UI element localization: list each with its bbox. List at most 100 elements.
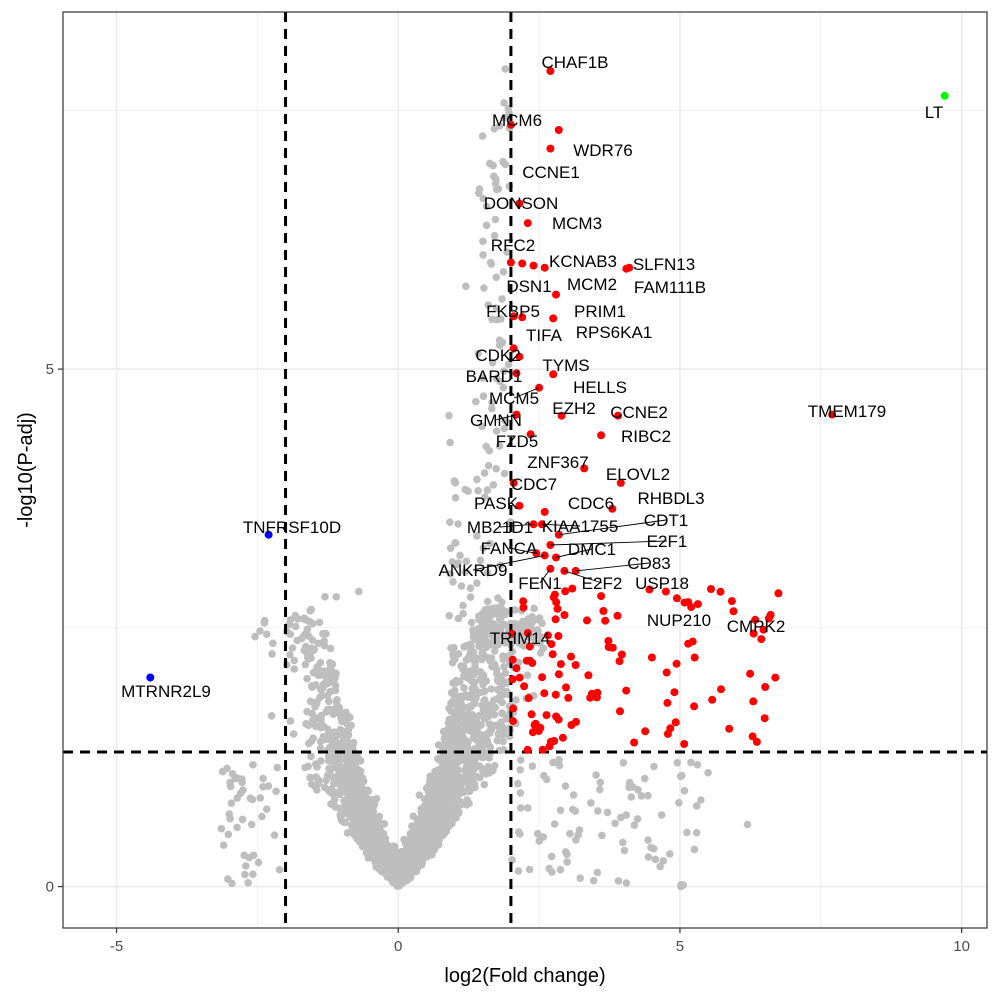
ns-gene-point — [454, 520, 462, 528]
gene-label-e2f1: E2F1 — [647, 532, 688, 551]
ns-gene-point — [224, 830, 233, 839]
label-connector — [539, 568, 551, 584]
ns-gene-point — [344, 773, 352, 781]
sig-gene-point — [707, 585, 715, 593]
ns-gene-point — [445, 704, 453, 713]
label-connector — [499, 523, 534, 528]
ns-gene-point — [460, 735, 469, 744]
ns-gene-point — [347, 792, 356, 800]
ns-gene-point — [459, 601, 467, 610]
ns-gene-point — [466, 584, 475, 592]
ns-gene-point — [471, 659, 479, 667]
label-connector — [550, 540, 668, 546]
ns-gene-point — [569, 791, 578, 799]
ns-gene-point — [370, 846, 378, 854]
sig-gene-point — [766, 610, 775, 619]
ns-gene-point — [485, 754, 494, 762]
ns-gene-point — [458, 774, 466, 782]
sig-gene-point — [515, 673, 524, 682]
sig-gene-point — [601, 616, 610, 625]
ns-gene-point — [330, 728, 339, 736]
ns-gene-point — [563, 858, 571, 866]
ns-gene-point — [228, 770, 237, 778]
ns-gene-point — [641, 774, 649, 783]
ns-gene-point — [389, 858, 398, 867]
ns-gene-point — [499, 268, 508, 276]
y-tick-label: 0 — [46, 879, 54, 896]
ns-gene-point — [485, 446, 494, 455]
gene-label-mcm3: MCM3 — [552, 214, 602, 233]
gene-label-ccne1: CCNE1 — [522, 163, 580, 182]
ns-gene-point — [504, 360, 513, 369]
sig-gene-point — [525, 642, 534, 651]
ns-gene-point — [254, 858, 263, 867]
ns-gene-point — [619, 759, 628, 767]
ns-gene-point — [555, 756, 563, 764]
ns-gene-point — [486, 258, 495, 267]
gene-label-kcnab3: KCNAB3 — [549, 252, 617, 271]
ns-gene-point — [360, 834, 368, 842]
sig-gene-point — [562, 683, 570, 692]
ns-gene-point — [492, 464, 500, 473]
sig-gene-point — [558, 733, 567, 742]
ns-gene-point — [491, 647, 499, 655]
gene-point-wdr76 — [554, 126, 563, 134]
ns-gene-point — [692, 829, 701, 837]
ns-gene-point — [304, 721, 313, 730]
gene-point-pask — [515, 501, 524, 510]
ns-gene-point — [303, 674, 311, 683]
ns-gene-point — [488, 604, 497, 613]
ns-gene-point — [630, 821, 639, 829]
sig-gene-point — [530, 721, 539, 729]
ns-gene-point — [410, 853, 419, 862]
gene-label-bard1: BARD1 — [466, 367, 523, 386]
ns-gene-point — [480, 715, 489, 723]
ns-gene-point — [461, 485, 470, 494]
ns-gene-point — [483, 569, 492, 577]
gene-label-rfc2: RFC2 — [491, 236, 535, 255]
ns-gene-point — [314, 639, 323, 648]
ns-gene-point — [497, 676, 506, 684]
gene-label-fzd5: FZD5 — [496, 432, 539, 451]
gene-label-ribc2: RIBC2 — [621, 427, 671, 446]
gene-point-kcnab3 — [518, 259, 527, 268]
ns-gene-point — [598, 831, 606, 840]
x-axis-title: log2(Fold change) — [444, 965, 605, 987]
gene-point-ezh2 — [557, 411, 566, 420]
ns-gene-point — [500, 424, 509, 433]
ns-gene-point — [294, 615, 302, 623]
ns-gene-point — [401, 856, 410, 865]
ns-gene-point — [481, 736, 489, 745]
ns-gene-point — [488, 358, 497, 367]
sig-gene-point — [593, 688, 602, 697]
ns-gene-point — [454, 614, 463, 623]
ns-gene-point — [316, 744, 325, 753]
sig-gene-point — [672, 659, 681, 668]
sig-gene-point — [690, 702, 699, 711]
axes: -5 0 5 10 0 5 — [46, 361, 970, 955]
significant-points — [146, 67, 949, 754]
ns-gene-point — [353, 834, 362, 843]
ns-gene-point — [348, 752, 357, 761]
gene-label-cdt1: CDT1 — [644, 511, 688, 530]
ns-gene-point — [456, 551, 464, 560]
ns-gene-point — [452, 678, 461, 686]
sig-gene-point — [540, 689, 549, 698]
ns-gene-point — [479, 237, 487, 246]
ns-gene-point — [451, 700, 459, 708]
label-connector — [508, 547, 537, 554]
sig-gene-point — [567, 652, 575, 661]
ns-gene-point — [528, 762, 537, 770]
ns-gene-point — [227, 799, 236, 807]
ns-gene-point — [267, 712, 276, 720]
ns-gene-point — [396, 866, 405, 874]
label-connector — [575, 562, 650, 572]
ns-gene-point — [223, 764, 231, 773]
ns-gene-point — [364, 800, 373, 809]
label-connector — [495, 414, 517, 421]
ns-gene-point — [482, 221, 491, 230]
ns-gene-point — [273, 763, 282, 772]
sig-gene-point — [526, 656, 534, 665]
ns-gene-point — [447, 644, 455, 652]
sig-gene-point — [538, 745, 547, 754]
